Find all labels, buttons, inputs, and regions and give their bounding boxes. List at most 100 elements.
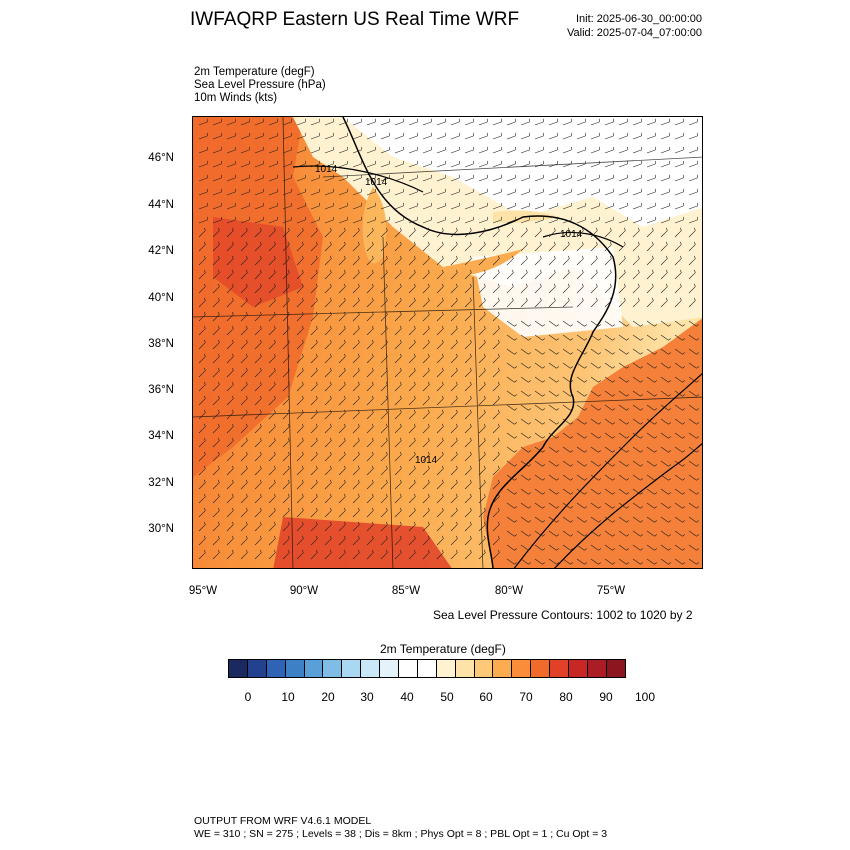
wind-barb [674,390,683,397]
wind-barb [282,286,290,294]
wind-barb [660,205,670,210]
wind-barb-flag [259,269,262,273]
wind-barb [240,149,250,154]
wind-barb [492,510,500,518]
wind-barb [394,300,402,308]
wind-barb [380,272,388,280]
wind-barb-flag [259,507,262,511]
wind-barb [632,558,641,565]
wind-barb-flag [385,409,388,413]
wind-barb [366,356,374,364]
wind-barb [618,320,627,327]
wind-barb [646,530,655,537]
wind-barb [394,384,402,392]
wind-barb [590,558,599,565]
wind-barb-flag [301,269,304,273]
wind-barb-flag [455,269,458,273]
wind-barb-flag [612,478,616,481]
wind-barb [268,219,278,224]
wind-barb [324,244,332,252]
wind-barb-flag [609,227,612,231]
wind-barb-flag [542,492,546,495]
wind-barb [492,496,500,504]
wind-barb-flag [315,297,318,301]
wind-barb-flag [385,325,388,329]
wind-barb-flag [528,562,532,565]
wind-barb [226,191,236,196]
wind-barb-flag [584,464,588,467]
wind-barb [254,370,262,378]
wind-barb [352,356,360,364]
wind-barb [310,552,318,560]
wind-barb-flag [668,492,672,495]
wind-barb [394,524,402,532]
wind-barb-flag [514,506,518,509]
wind-barb-flag [203,437,206,441]
wind-barb [478,398,486,406]
wind-barb [212,191,222,196]
wind-barb-flag [287,479,290,483]
wind-barb-flag [231,409,234,413]
wind-barb-flag [371,535,374,539]
wind-barb [254,219,264,224]
wind-barb-flag [483,339,486,343]
wind-barb [268,328,276,336]
wind-barb [632,488,641,495]
wind-barb-flag [371,311,374,315]
wind-barb [310,286,318,294]
wind-barb [226,149,236,154]
wind-barb [674,244,682,252]
wind-barb-flag [245,283,248,287]
wind-barb [562,418,571,425]
wind-barb [422,219,432,224]
wind-barb [380,258,388,266]
wind-barb-flag [612,380,616,383]
wind-barb [548,121,558,126]
wind-barb [450,163,460,168]
wind-barb-flag [570,422,574,425]
wind-barb [660,432,669,439]
wind-barb-flag [497,367,500,371]
wind-barb-flag [455,367,458,371]
wind-barb [618,418,627,425]
wind-barb-flag [259,227,262,231]
wind-barb-flag [612,408,616,411]
wind-barb-flag [637,283,640,287]
wind-barb [646,320,655,327]
wind-barb [618,205,628,210]
wind-barb-flag [245,241,248,245]
wind-barb [198,177,208,182]
wind-barb [394,454,402,462]
wind-barb-flag [696,492,700,495]
wind-barb-flag [469,241,472,245]
wind-barb-flag [203,283,206,287]
wind-barb-flag [231,353,234,357]
wind-barb-flag [570,394,574,397]
wind-barb [422,482,430,490]
wind-barb [548,272,556,280]
colorbar-swatch [303,659,324,678]
wind-barb [352,370,360,378]
wind-barb-flag [570,366,574,369]
wind-barb [534,163,544,168]
wind-barb-flag [682,492,686,495]
wind-barb [674,286,682,294]
wind-barb-flag [399,283,402,287]
wind-barb [282,219,292,224]
wind-barb-flag [301,283,304,287]
wind-barb [310,356,318,364]
wind-barb [478,356,486,364]
wind-barb [212,468,220,476]
wind-barb-flag [528,394,532,397]
wind-barb-flag [693,227,696,231]
wind-barb-flag [399,269,402,273]
wind-barb [660,121,670,126]
wind-barb-flag [413,479,416,483]
wind-barb-flag [385,297,388,301]
wind-barb [408,482,416,490]
wind-barb [464,370,472,378]
wind-barb-flag [273,311,276,315]
wind-barb-flag [609,297,612,301]
wind-barb [240,552,248,560]
lon-label: 95°W [188,585,218,597]
